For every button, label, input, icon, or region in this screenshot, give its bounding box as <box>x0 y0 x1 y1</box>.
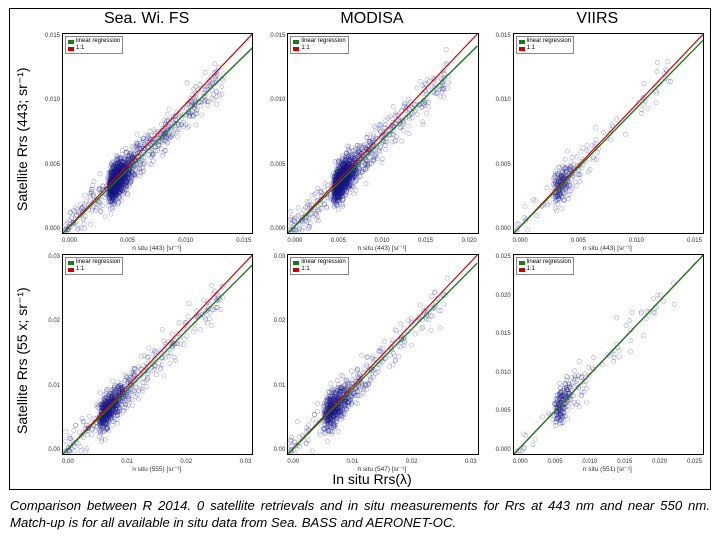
panel-0-1: linear regression1:10.0000.0050.0100.015… <box>259 29 484 250</box>
row-title-2: Satellite Rrs (55 x; sr⁻¹) <box>10 250 34 471</box>
panel-0-2: linear regression1:10.0000.0050.0100.015… <box>485 29 710 250</box>
panel-1-1: linear regression1:10.000.010.020.03n si… <box>259 250 484 471</box>
panel-0-0: linear regression1:10.0000.0050.0100.015… <box>34 29 259 250</box>
col-title-3: VIIRS <box>485 9 710 29</box>
figure-caption: Comparison between R 2014. 0 satellite r… <box>10 498 710 531</box>
col-title-2: MODISA <box>259 9 484 29</box>
row-title-1: Satellite Rrs (443; sr⁻¹) <box>10 29 34 250</box>
x-axis-shared-label: In situ Rrs(λ) <box>34 471 710 489</box>
panel-1-0: linear regression1:10.000.010.020.03n si… <box>34 250 259 471</box>
panel-grid: Sea. Wi. FS MODISA VIIRS Satellite Rrs (… <box>10 9 710 489</box>
figure-container: Sea. Wi. FS MODISA VIIRS Satellite Rrs (… <box>9 8 711 490</box>
panel-1-2: linear regression1:10.0000.0050.0100.015… <box>485 250 710 471</box>
col-title-1: Sea. Wi. FS <box>34 9 259 29</box>
